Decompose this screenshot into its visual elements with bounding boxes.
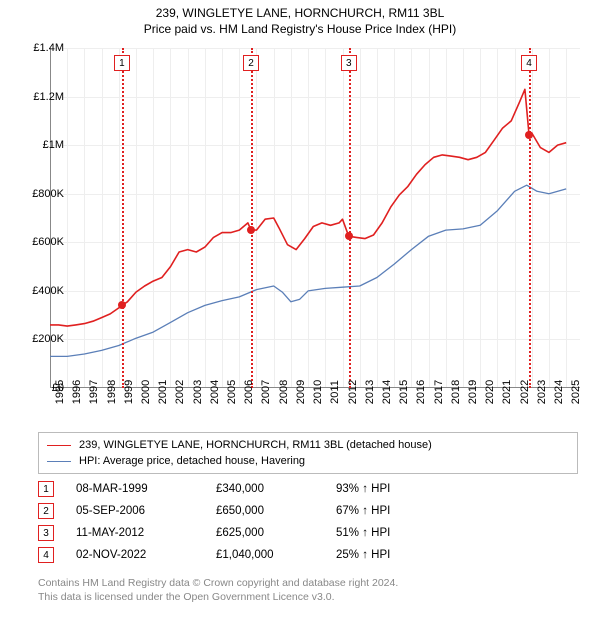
series-line-hpi: [50, 185, 566, 356]
xtick-label: 2009: [295, 380, 307, 404]
event-dot: [345, 232, 353, 240]
xtick-label: 2019: [467, 380, 479, 404]
event-table-box: 1: [38, 481, 54, 497]
xtick-label: 2016: [415, 380, 427, 404]
event-table-pct: 67% ↑ HPI: [336, 505, 476, 517]
event-table-price: £625,000: [216, 527, 336, 539]
xtick-label: 2008: [278, 380, 290, 404]
ytick-label: £1.2M: [16, 91, 64, 103]
xtick-label: 2012: [347, 380, 359, 404]
event-table-price: £340,000: [216, 483, 336, 495]
event-table-date: 02-NOV-2022: [76, 549, 216, 561]
xtick-label: 2005: [226, 380, 238, 404]
legend-label: HPI: Average price, detached house, Have…: [79, 455, 305, 467]
xtick-label: 2006: [243, 380, 255, 404]
event-marker-box: 2: [243, 55, 259, 71]
event-table-pct: 93% ↑ HPI: [336, 483, 476, 495]
xtick-label: 2017: [433, 380, 445, 404]
event-line: [529, 48, 531, 388]
event-table-pct: 51% ↑ HPI: [336, 527, 476, 539]
event-table-box: 2: [38, 503, 54, 519]
xtick-label: 2010: [312, 380, 324, 404]
event-table-date: 05-SEP-2006: [76, 505, 216, 517]
ytick-label: £400K: [16, 285, 64, 297]
ytick-label: £600K: [16, 236, 64, 248]
legend-row: 239, WINGLETYE LANE, HORNCHURCH, RM11 3B…: [47, 437, 569, 453]
event-line: [251, 48, 253, 388]
xtick-label: 2000: [140, 380, 152, 404]
xtick-label: 2007: [260, 380, 272, 404]
xtick-label: 2024: [553, 380, 565, 404]
xtick-label: 2011: [329, 380, 341, 404]
footer: Contains HM Land Registry data © Crown c…: [38, 576, 398, 604]
xtick-label: 1995: [54, 380, 66, 404]
event-dot: [118, 301, 126, 309]
xtick-label: 2018: [450, 380, 462, 404]
event-marker-box: 1: [114, 55, 130, 71]
event-table-date: 11-MAY-2012: [76, 527, 216, 539]
xtick-label: 2014: [381, 380, 393, 404]
titles: 239, WINGLETYE LANE, HORNCHURCH, RM11 3B…: [0, 0, 600, 36]
chart-title: 239, WINGLETYE LANE, HORNCHURCH, RM11 3B…: [0, 6, 600, 20]
ytick-label: £200K: [16, 333, 64, 345]
xtick-label: 2001: [157, 380, 169, 404]
legend-label: 239, WINGLETYE LANE, HORNCHURCH, RM11 3B…: [79, 439, 432, 451]
xtick-label: 2021: [501, 380, 513, 404]
event-dot: [247, 226, 255, 234]
xtick-label: 2002: [174, 380, 186, 404]
footer-line2: This data is licensed under the Open Gov…: [38, 590, 398, 604]
legend: 239, WINGLETYE LANE, HORNCHURCH, RM11 3B…: [38, 432, 578, 474]
legend-swatch: [47, 461, 71, 462]
event-table-row: 4 02-NOV-2022£1,040,00025% ↑ HPI: [38, 544, 578, 566]
xtick-label: 2015: [398, 380, 410, 404]
event-table-price: £650,000: [216, 505, 336, 517]
event-line: [349, 48, 351, 388]
event-line: [122, 48, 124, 388]
legend-row: HPI: Average price, detached house, Have…: [47, 453, 569, 469]
xtick-label: 2020: [484, 380, 496, 404]
xtick-label: 1998: [106, 380, 118, 404]
ytick-label: £800K: [16, 188, 64, 200]
xtick-label: 2004: [209, 380, 221, 404]
footer-line1: Contains HM Land Registry data © Crown c…: [38, 576, 398, 590]
xtick-label: 2025: [570, 380, 582, 404]
legend-swatch: [47, 445, 71, 446]
event-table-box: 3: [38, 525, 54, 541]
xtick-label: 2003: [192, 380, 204, 404]
ytick-label: £1M: [16, 139, 64, 151]
event-marker-box: 4: [521, 55, 537, 71]
event-table-box: 4: [38, 547, 54, 563]
xtick-label: 2013: [364, 380, 376, 404]
event-table-price: £1,040,000: [216, 549, 336, 561]
plot-svg: [50, 48, 580, 388]
chart-container: 239, WINGLETYE LANE, HORNCHURCH, RM11 3B…: [0, 0, 600, 620]
event-table-date: 08-MAR-1999: [76, 483, 216, 495]
events-table: 1 08-MAR-1999£340,00093% ↑ HPI 2 05-SEP-200…: [38, 478, 578, 566]
xtick-label: 1997: [88, 380, 100, 404]
xtick-label: 1996: [71, 380, 83, 404]
event-marker-box: 3: [341, 55, 357, 71]
chart-subtitle: Price paid vs. HM Land Registry's House …: [0, 22, 600, 36]
event-table-row: 3 11-MAY-2012£625,00051% ↑ HPI: [38, 522, 578, 544]
event-table-row: 2 05-SEP-2006£650,00067% ↑ HPI: [38, 500, 578, 522]
event-table-pct: 25% ↑ HPI: [336, 549, 476, 561]
xtick-label: 2022: [519, 380, 531, 404]
event-table-row: 1 08-MAR-1999£340,00093% ↑ HPI: [38, 478, 578, 500]
event-dot: [525, 131, 533, 139]
xtick-label: 2023: [536, 380, 548, 404]
ytick-label: £1.4M: [16, 42, 64, 54]
xtick-label: 1999: [123, 380, 135, 404]
